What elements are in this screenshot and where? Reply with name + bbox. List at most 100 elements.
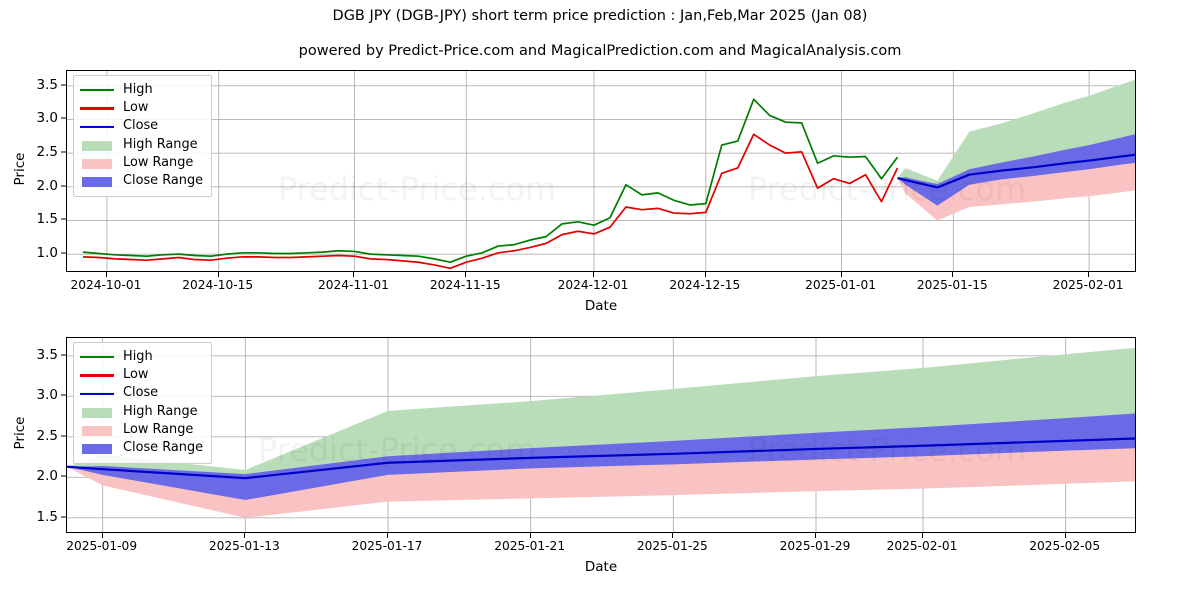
swatch xyxy=(80,107,114,110)
legend-item[interactable]: High Range xyxy=(80,403,203,421)
low-range-band xyxy=(897,154,1135,221)
y-tick-label: 2.5 xyxy=(36,144,58,161)
legend-item[interactable]: Close Range xyxy=(80,439,203,457)
forecast-x-axis-label: Date xyxy=(584,559,618,575)
x-tick-label: 2024-10-15 xyxy=(182,278,254,292)
x-tick-label: 2025-01-17 xyxy=(351,539,423,553)
swatch xyxy=(80,89,114,92)
x-tick-mark xyxy=(387,533,388,538)
page-title: DGB JPY (DGB-JPY) short term price predi… xyxy=(332,8,868,24)
legend-item[interactable]: High xyxy=(80,81,203,99)
x-tick-label: 2025-01-21 xyxy=(494,539,566,553)
x-tick-mark xyxy=(672,533,674,538)
forecast-chart-legend: High Low Close High Range Low Range Close Ran… xyxy=(73,342,213,464)
legend-item[interactable]: Close xyxy=(80,385,203,403)
x-tick-label: 2025-01-13 xyxy=(208,539,280,553)
y-tick-label: 3.0 xyxy=(36,387,58,404)
y-tick-mark xyxy=(61,516,66,518)
forecast-y-axis-label: Price xyxy=(12,416,28,450)
x-tick-mark xyxy=(593,272,594,277)
x-tick-mark xyxy=(1088,272,1090,277)
x-tick-mark xyxy=(217,272,219,277)
swatch xyxy=(82,425,112,436)
swatch xyxy=(82,444,112,455)
legend-item[interactable]: Low Range xyxy=(80,154,203,172)
swatch xyxy=(82,140,112,151)
swatch xyxy=(82,407,112,418)
x-tick-mark xyxy=(244,533,246,538)
x-tick-mark xyxy=(353,272,355,277)
legend-item-label: Low xyxy=(123,99,149,115)
legend-patch-swatch-icon xyxy=(80,139,114,152)
y-tick-mark xyxy=(61,218,66,220)
x-tick-mark xyxy=(465,272,467,277)
y-tick-label: 3.5 xyxy=(36,76,58,93)
legend-item[interactable]: High xyxy=(80,348,203,366)
x-tick-label: 2025-02-01 xyxy=(1052,278,1124,292)
legend-line-swatch-icon xyxy=(80,387,114,400)
low-price-line xyxy=(82,133,899,270)
x-tick-label: 2025-01-09 xyxy=(66,539,138,553)
swatch xyxy=(80,356,114,359)
x-tick-mark xyxy=(815,533,816,538)
y-tick-label: 3.0 xyxy=(36,110,58,127)
x-tick-label: 2025-01-25 xyxy=(636,539,708,553)
legend-patch-swatch-icon xyxy=(80,157,114,170)
legend-item-label: High xyxy=(123,348,153,364)
legend-item[interactable]: Close xyxy=(80,118,203,136)
y-tick-label: 2.0 xyxy=(36,177,58,194)
swatch xyxy=(80,125,114,128)
x-tick-label: 2024-11-01 xyxy=(318,278,389,292)
close-price-line xyxy=(67,437,1135,480)
x-tick-label: 2024-10-01 xyxy=(70,278,142,292)
legend-item-label: Close Range xyxy=(123,440,204,456)
legend-item-label: High xyxy=(123,81,153,97)
y-tick-mark xyxy=(61,151,66,153)
overview-y-axis-label: Price xyxy=(12,152,28,186)
legend-item-label: Low Range xyxy=(123,421,194,437)
x-tick-label: 2025-01-01 xyxy=(805,278,876,292)
overview-chart-axes: Predict-Price.comPredict-Price.comPredic… xyxy=(66,70,1136,272)
x-tick-mark xyxy=(105,272,107,277)
x-tick-label: 2025-02-05 xyxy=(1029,539,1101,553)
legend-line-swatch-icon xyxy=(80,84,114,97)
x-tick-label: 2025-02-01 xyxy=(886,539,958,553)
y-tick-label: 1.5 xyxy=(36,508,58,525)
y-tick-mark xyxy=(61,84,66,86)
legend-patch-swatch-icon xyxy=(80,424,114,437)
close-price-line xyxy=(897,153,1135,189)
x-tick-label: 2025-01-15 xyxy=(916,278,988,292)
x-tick-mark xyxy=(952,272,954,277)
swatch xyxy=(82,177,112,188)
y-tick-mark xyxy=(61,435,66,437)
x-tick-label: 2024-12-15 xyxy=(669,278,741,292)
x-tick-label: 2024-11-15 xyxy=(429,278,501,292)
legend-item-label: Low Range xyxy=(123,154,194,170)
swatch xyxy=(82,158,112,169)
legend-patch-swatch-icon xyxy=(80,175,114,188)
legend-item-label: High Range xyxy=(123,403,198,419)
x-tick-mark xyxy=(101,533,103,538)
legend-item-label: Close xyxy=(123,385,159,401)
overview-x-axis-label: Date xyxy=(584,298,618,314)
legend-item-label: Low xyxy=(123,366,149,382)
legend-item[interactable]: Close Range xyxy=(80,172,203,190)
y-tick-mark xyxy=(61,252,66,254)
y-tick-mark xyxy=(61,354,66,356)
legend-item[interactable]: Low xyxy=(80,99,203,117)
legend-item[interactable]: Low Range xyxy=(80,421,203,439)
overview-plot-area xyxy=(67,71,1135,271)
legend-patch-swatch-icon xyxy=(80,442,114,455)
x-tick-label: 2025-01-29 xyxy=(779,539,851,553)
x-tick-mark xyxy=(1064,533,1066,538)
forecast-plot-area xyxy=(67,338,1135,532)
y-tick-mark xyxy=(61,394,66,396)
legend-line-swatch-icon xyxy=(80,369,114,382)
legend-item[interactable]: High Range xyxy=(80,136,203,154)
legend-item[interactable]: Low xyxy=(80,366,203,384)
legend-line-swatch-icon xyxy=(80,351,114,364)
legend-item-label: High Range xyxy=(123,136,198,152)
y-tick-mark xyxy=(61,185,66,187)
y-tick-label: 1.5 xyxy=(36,211,58,228)
